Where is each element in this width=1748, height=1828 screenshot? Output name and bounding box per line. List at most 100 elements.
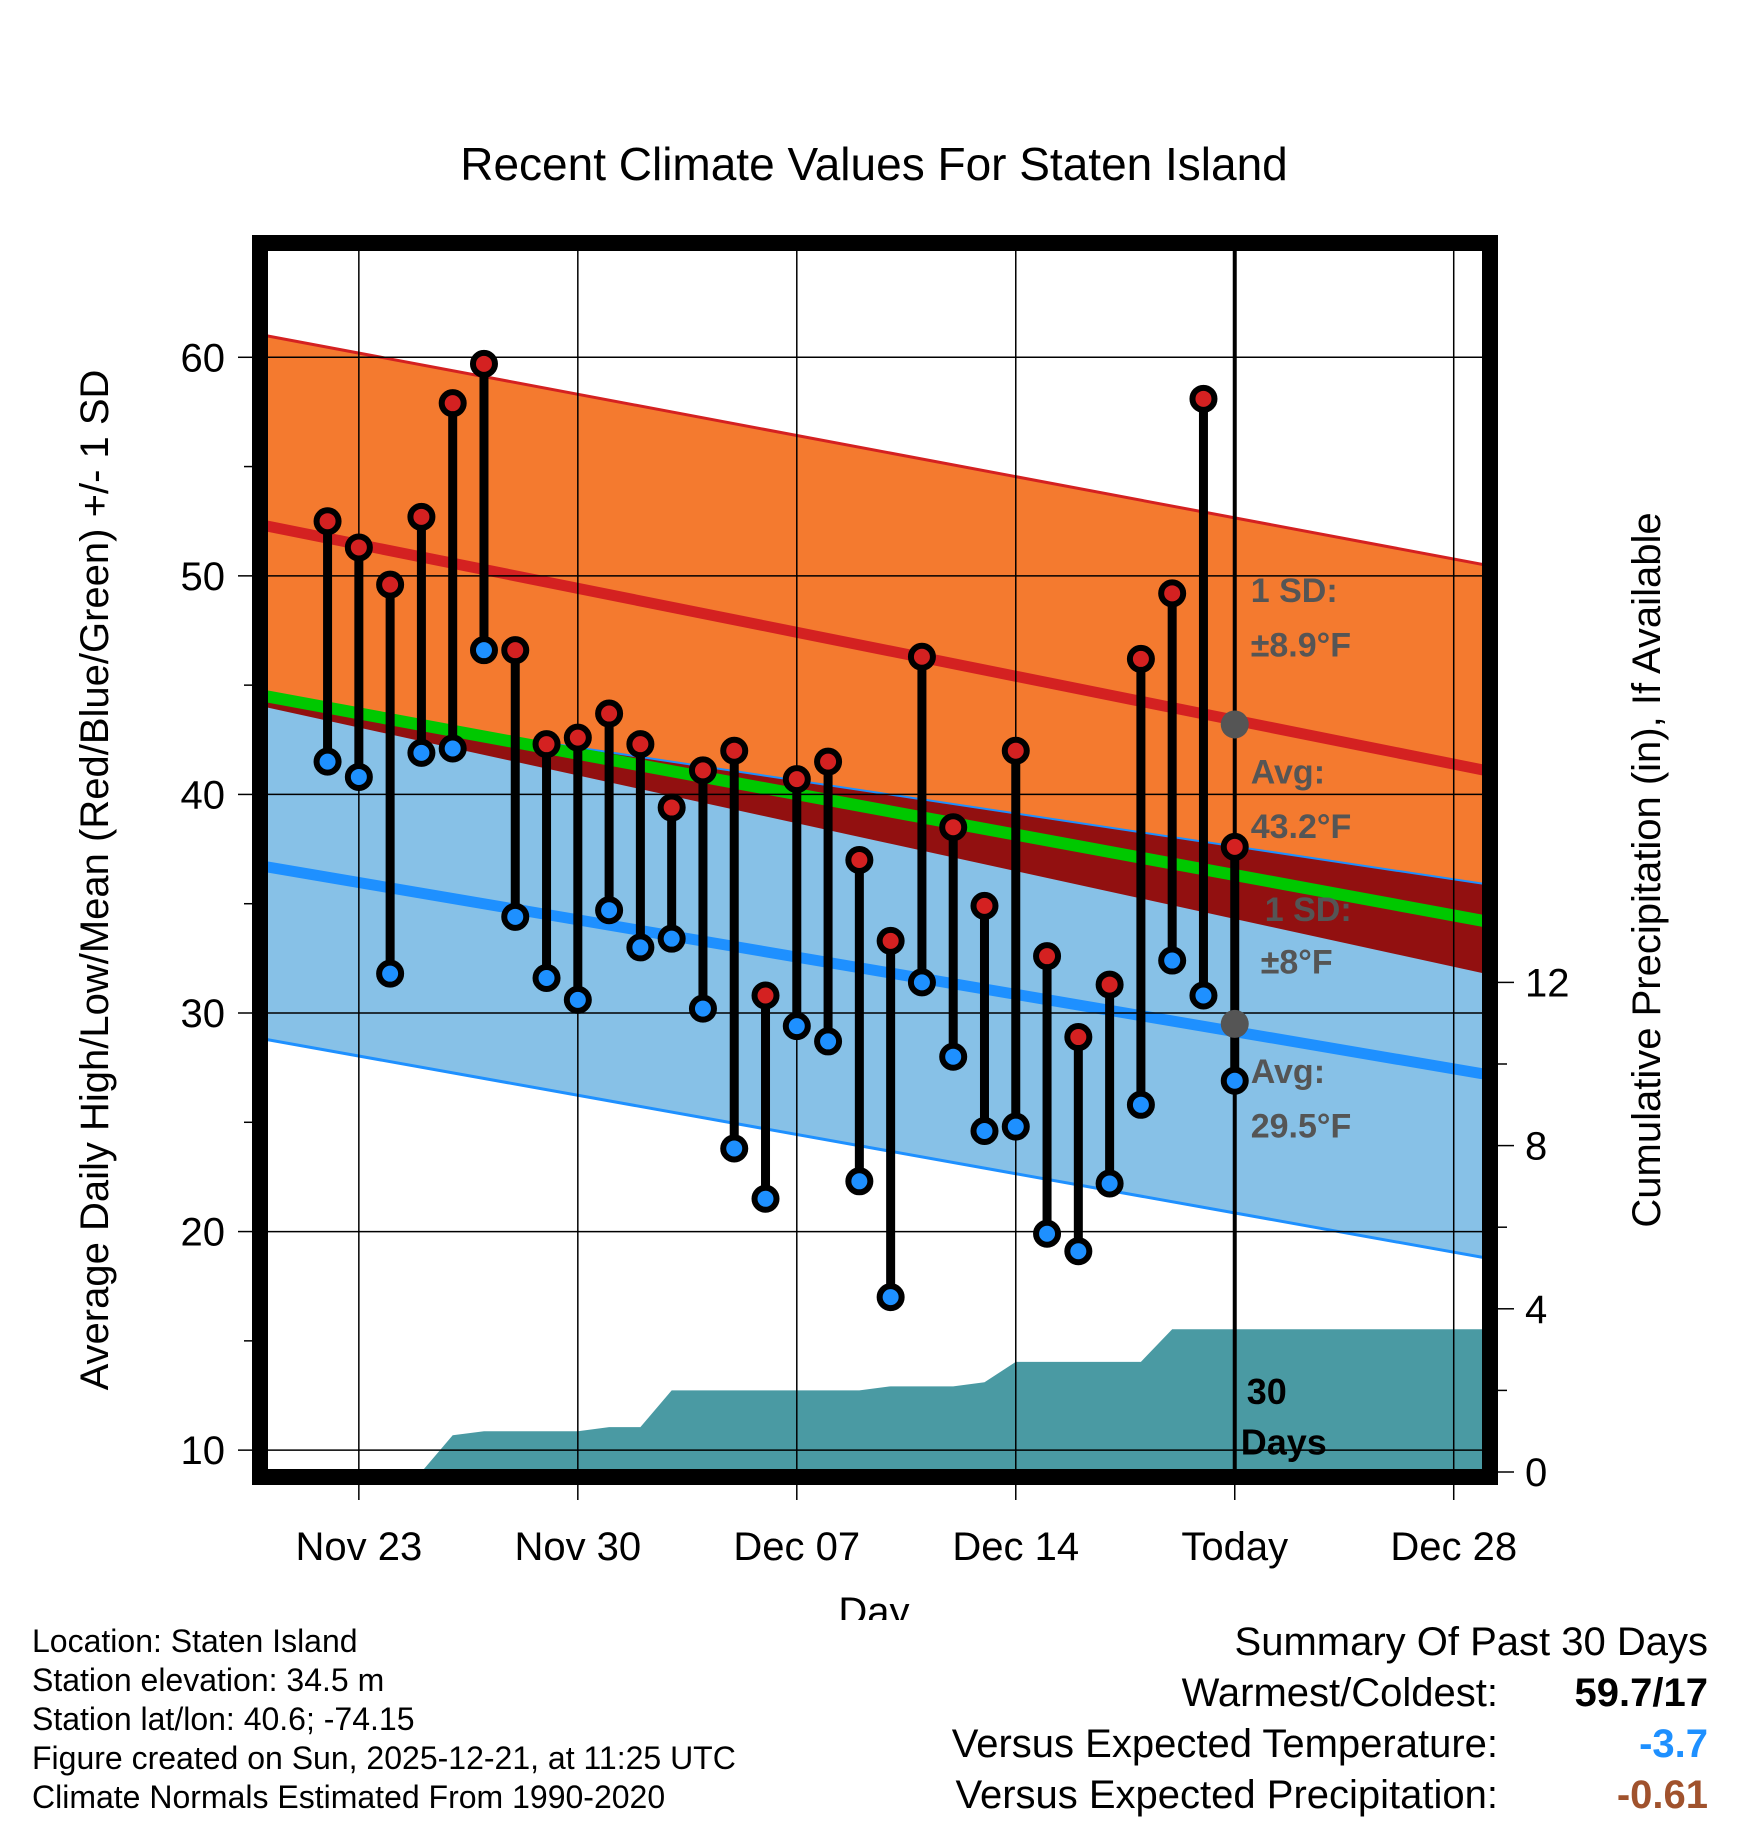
daily-low-point xyxy=(782,1012,811,1041)
y-tick-label: 40 xyxy=(181,773,226,817)
daily-high-point xyxy=(907,642,936,671)
precip-area xyxy=(265,1329,1485,1472)
sd-overlap-band xyxy=(265,700,1485,974)
daily-high-point xyxy=(1033,942,1062,971)
high-avg-label: Avg: xyxy=(1251,754,1325,792)
y-tick-label: 60 xyxy=(181,336,226,380)
low-sd-value: ±8°F xyxy=(1261,944,1333,982)
daily-high-point xyxy=(563,723,592,752)
daily-low-point xyxy=(1126,1090,1155,1119)
elevation-text: Station elevation: 34.5 m xyxy=(32,1662,385,1698)
daily-low-point xyxy=(1095,1169,1124,1198)
low-avg-line xyxy=(265,861,1485,1080)
warmest-label: Warmest/Coldest: xyxy=(1181,1671,1498,1715)
daily-high-point xyxy=(814,747,843,776)
mean-avg-line xyxy=(265,690,1485,928)
daily-high-point xyxy=(751,981,780,1010)
daily-high-point xyxy=(876,926,905,955)
high-upper-sd-line xyxy=(265,333,1485,567)
high-sd-value: ±8.9°F xyxy=(1251,627,1351,665)
daily-low-point xyxy=(907,968,936,997)
temp-label: Versus Expected Temperature: xyxy=(951,1722,1498,1766)
y2-tick-label: 4 xyxy=(1525,1288,1547,1332)
daily-high-point xyxy=(657,793,686,822)
daily-low-point xyxy=(1158,946,1187,975)
daily-high-point xyxy=(1158,579,1187,608)
window-label-number: 30 xyxy=(1247,1371,1287,1412)
daily-high-point xyxy=(407,502,436,531)
daily-low-point xyxy=(1033,1219,1062,1248)
precip-label: Versus Expected Precipitation: xyxy=(955,1773,1498,1817)
location-text: Location: Staten Island xyxy=(32,1623,358,1659)
daily-high-point xyxy=(782,765,811,794)
daily-low-point xyxy=(438,734,467,763)
daily-low-point xyxy=(532,964,561,993)
daily-low-point xyxy=(657,924,686,953)
daily-high-point xyxy=(313,507,342,536)
summary-panel: Summary Of Past 30 Days Warmest/Coldest:… xyxy=(948,1620,1708,1824)
high-avg-value: 43.2°F xyxy=(1251,808,1352,846)
chart-title: Recent Climate Values For Staten Island xyxy=(460,138,1288,190)
x-tick-label: Dec 28 xyxy=(1390,1525,1517,1569)
daily-high-point xyxy=(1189,384,1218,413)
today-high-avg-marker xyxy=(1220,710,1249,739)
today-low-avg-marker xyxy=(1220,1009,1249,1038)
daily-low-point xyxy=(751,1184,780,1213)
daily-high-point xyxy=(438,389,467,418)
low-sd-label: 1 SD: xyxy=(1265,891,1352,929)
station-info: Location: Staten Island Station elevatio… xyxy=(32,1622,932,1817)
daily-low-point xyxy=(563,985,592,1014)
created-text: Figure created on Sun, 2025-12-21, at 11… xyxy=(32,1740,736,1776)
daily-low-point xyxy=(344,762,373,791)
daily-low-point xyxy=(970,1117,999,1146)
daily-high-point xyxy=(1001,736,1030,765)
daily-high-point xyxy=(595,699,624,728)
daily-high-point xyxy=(344,533,373,562)
daily-low-point xyxy=(1220,1066,1249,1095)
x-tick-label: Dec 14 xyxy=(952,1525,1079,1569)
x-tick-label: Dec 07 xyxy=(733,1525,860,1569)
high-sd-band xyxy=(265,335,1485,974)
daily-low-point xyxy=(407,738,436,767)
y-tick-label: 50 xyxy=(181,555,226,599)
daily-low-point xyxy=(688,994,717,1023)
temp-value: -3.7 xyxy=(1639,1722,1708,1766)
daily-high-point xyxy=(845,846,874,874)
high-avg-line xyxy=(265,520,1485,776)
low-avg-label: Avg: xyxy=(1251,1053,1325,1091)
daily-low-point xyxy=(1064,1237,1093,1266)
daily-high-point xyxy=(1126,644,1155,673)
daily-low-point xyxy=(469,636,498,665)
y2-axis-label: Cumulative Precipitation (in), If Availa… xyxy=(1625,512,1669,1227)
warmest-value: 59.7/17 xyxy=(1574,1671,1708,1715)
daily-high-point xyxy=(376,570,405,599)
daily-high-point xyxy=(939,813,968,842)
daily-low-point xyxy=(1189,981,1218,1010)
daily-high-point xyxy=(720,736,749,765)
x-axis-label: Day xyxy=(838,1590,909,1620)
y2-tick-label: 8 xyxy=(1525,1125,1547,1169)
daily-low-point xyxy=(626,933,655,962)
x-tick-label: Nov 30 xyxy=(514,1525,641,1569)
daily-high-point xyxy=(626,730,655,759)
x-tick-label: Today xyxy=(1181,1525,1288,1569)
daily-low-point xyxy=(501,902,530,931)
daily-low-point xyxy=(313,747,342,776)
daily-low-point xyxy=(1001,1112,1030,1141)
daily-high-point xyxy=(1064,1023,1093,1052)
daily-high-point xyxy=(532,730,561,759)
daily-high-point xyxy=(1220,832,1249,861)
y-tick-label: 30 xyxy=(181,992,226,1036)
y-tick-label: 10 xyxy=(181,1429,226,1473)
latlon-text: Station lat/lon: 40.6; -74.15 xyxy=(32,1701,415,1737)
daily-low-point xyxy=(814,1027,843,1056)
normals-text: Climate Normals Estimated From 1990-2020 xyxy=(32,1779,666,1815)
climate-chart: Recent Climate Values For Staten Island … xyxy=(73,138,1669,1620)
y-tick-label: 20 xyxy=(181,1211,226,1255)
low-avg-value: 29.5°F xyxy=(1251,1108,1352,1146)
y2-tick-label: 0 xyxy=(1525,1451,1547,1495)
summary-title: Summary Of Past 30 Days xyxy=(1234,1620,1708,1664)
low-lower-sd-line xyxy=(265,1037,1485,1260)
daily-high-point xyxy=(970,891,999,920)
high-sd-label: 1 SD: xyxy=(1251,572,1338,610)
